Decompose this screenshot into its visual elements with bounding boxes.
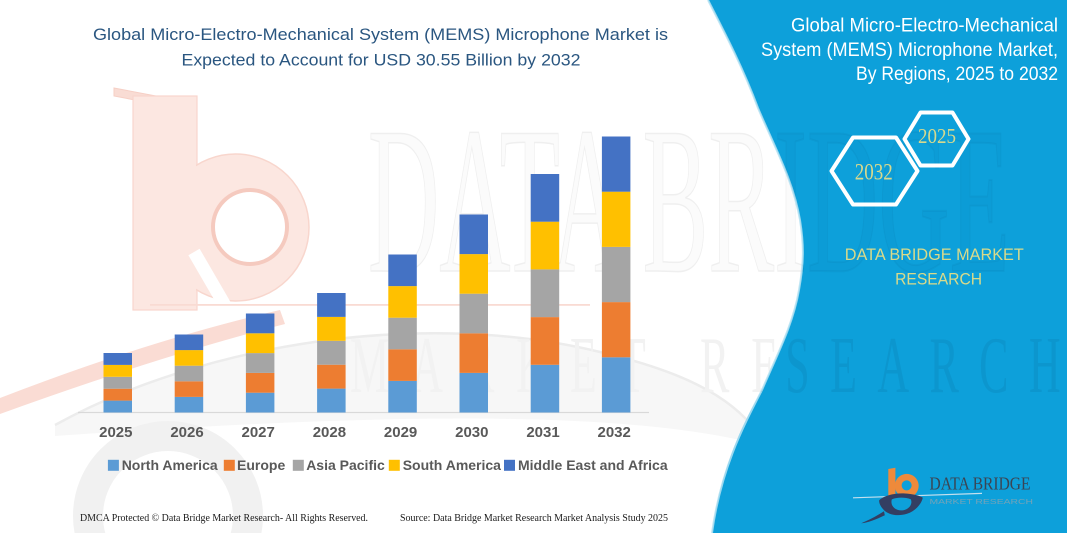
- svg-text:RESEARCH: RESEARCH: [895, 269, 982, 288]
- svg-text:System (MEMS) Microphone Marke: System (MEMS) Microphone Market,: [761, 39, 1058, 61]
- svg-text:DATA BRIDGE: DATA BRIDGE: [930, 473, 1031, 493]
- svg-text:2026: 2026: [170, 424, 203, 441]
- svg-text:South America: South America: [403, 457, 501, 473]
- svg-text:2025: 2025: [99, 424, 132, 441]
- svg-text:Source: Data Bridge Market Res: Source: Data Bridge Market Research Mark…: [400, 513, 668, 524]
- svg-text:Global Micro-Electro-Mechanica: Global Micro-Electro-Mechanical: [791, 15, 1058, 37]
- svg-text:2025: 2025: [918, 124, 956, 148]
- svg-text:2029: 2029: [384, 424, 417, 441]
- svg-text:2030: 2030: [455, 424, 488, 441]
- svg-text:2032: 2032: [855, 160, 893, 185]
- svg-text:DATA BRIDGE MARKET: DATA BRIDGE MARKET: [845, 245, 1024, 264]
- svg-text:2028: 2028: [313, 424, 346, 441]
- svg-text:MARKET RESEARCH: MARKET RESEARCH: [930, 499, 1034, 506]
- svg-text:DMCA Protected © Data Bridge M: DMCA Protected © Data Bridge Market Rese…: [80, 513, 368, 524]
- svg-text:Middle East and Africa: Middle East and Africa: [518, 457, 668, 473]
- svg-text:2031: 2031: [526, 424, 559, 441]
- svg-text:By Regions, 2025 to 2032: By Regions, 2025 to 2032: [856, 63, 1058, 85]
- svg-text:Global Micro-Electro-Mechanica: Global Micro-Electro-Mechanical System (…: [93, 26, 668, 44]
- svg-text:2032: 2032: [598, 424, 631, 441]
- svg-text:2027: 2027: [242, 424, 275, 441]
- svg-text:North America: North America: [122, 457, 218, 473]
- svg-text:Expected to Account for USD 30: Expected to Account for USD 30.55 Billio…: [182, 51, 581, 69]
- svg-text:Asia Pacific: Asia Pacific: [306, 457, 385, 473]
- svg-text:Europe: Europe: [237, 457, 285, 473]
